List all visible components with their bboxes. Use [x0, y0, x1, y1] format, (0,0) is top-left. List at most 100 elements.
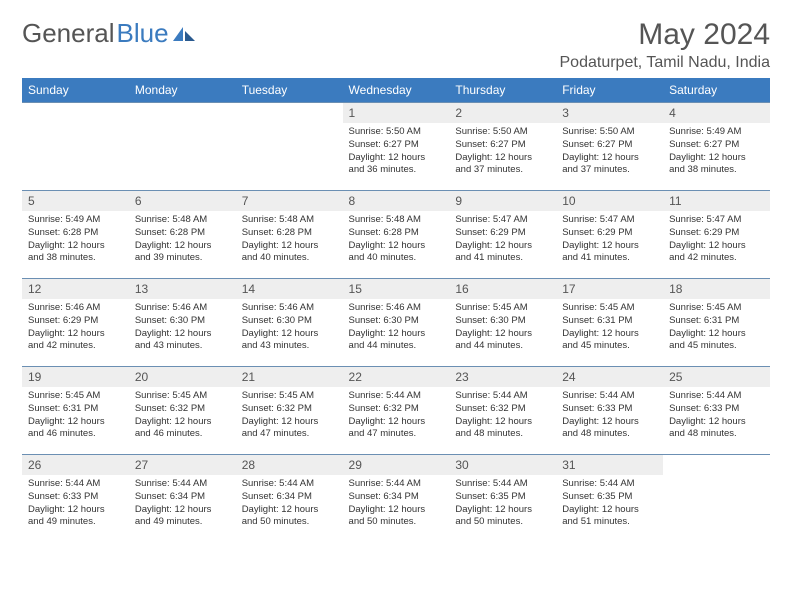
sunset-text: Sunset: 6:34 PM	[349, 491, 444, 504]
calendar-day-cell: 23Sunrise: 5:44 AMSunset: 6:32 PMDayligh…	[449, 366, 556, 454]
day-number: 13	[129, 278, 236, 299]
sunrise-text: Sunrise: 5:45 AM	[669, 302, 764, 315]
daylight-text: Daylight: 12 hours and 50 minutes.	[455, 504, 550, 530]
day-info: Sunrise: 5:46 AMSunset: 6:30 PMDaylight:…	[343, 299, 450, 359]
daylight-text: Daylight: 12 hours and 44 minutes.	[455, 328, 550, 354]
calendar-day-cell: 31Sunrise: 5:44 AMSunset: 6:35 PMDayligh…	[556, 454, 663, 542]
sunset-text: Sunset: 6:31 PM	[669, 315, 764, 328]
sunrise-text: Sunrise: 5:45 AM	[242, 390, 337, 403]
sunrise-text: Sunrise: 5:44 AM	[455, 478, 550, 491]
day-number: 5	[22, 190, 129, 211]
day-info: Sunrise: 5:44 AMSunset: 6:35 PMDaylight:…	[556, 475, 663, 535]
sunset-text: Sunset: 6:35 PM	[562, 491, 657, 504]
dayname-saturday: Saturday	[663, 78, 770, 102]
calendar-page: GeneralBlue May 2024 Podaturpet, Tamil N…	[0, 0, 792, 560]
day-number: 16	[449, 278, 556, 299]
sunrise-text: Sunrise: 5:45 AM	[135, 390, 230, 403]
sunrise-text: Sunrise: 5:49 AM	[669, 126, 764, 139]
sunset-text: Sunset: 6:32 PM	[242, 403, 337, 416]
daylight-text: Daylight: 12 hours and 51 minutes.	[562, 504, 657, 530]
daylight-text: Daylight: 12 hours and 48 minutes.	[455, 416, 550, 442]
calendar-week-row: 5Sunrise: 5:49 AMSunset: 6:28 PMDaylight…	[22, 190, 770, 278]
day-number	[663, 454, 770, 475]
calendar-week-row: 12Sunrise: 5:46 AMSunset: 6:29 PMDayligh…	[22, 278, 770, 366]
sunrise-text: Sunrise: 5:50 AM	[562, 126, 657, 139]
day-info: Sunrise: 5:44 AMSunset: 6:33 PMDaylight:…	[556, 387, 663, 447]
sunset-text: Sunset: 6:32 PM	[455, 403, 550, 416]
page-header: GeneralBlue May 2024 Podaturpet, Tamil N…	[22, 18, 770, 72]
sunrise-text: Sunrise: 5:46 AM	[242, 302, 337, 315]
daylight-text: Daylight: 12 hours and 47 minutes.	[242, 416, 337, 442]
calendar-day-cell	[663, 454, 770, 542]
calendar-week-row: 19Sunrise: 5:45 AMSunset: 6:31 PMDayligh…	[22, 366, 770, 454]
daylight-text: Daylight: 12 hours and 46 minutes.	[135, 416, 230, 442]
calendar-day-cell: 19Sunrise: 5:45 AMSunset: 6:31 PMDayligh…	[22, 366, 129, 454]
day-info: Sunrise: 5:46 AMSunset: 6:30 PMDaylight:…	[129, 299, 236, 359]
sunrise-text: Sunrise: 5:44 AM	[349, 478, 444, 491]
calendar-day-cell: 17Sunrise: 5:45 AMSunset: 6:31 PMDayligh…	[556, 278, 663, 366]
day-info: Sunrise: 5:44 AMSunset: 6:32 PMDaylight:…	[449, 387, 556, 447]
day-info: Sunrise: 5:48 AMSunset: 6:28 PMDaylight:…	[343, 211, 450, 271]
daylight-text: Daylight: 12 hours and 38 minutes.	[28, 240, 123, 266]
calendar-day-cell: 27Sunrise: 5:44 AMSunset: 6:34 PMDayligh…	[129, 454, 236, 542]
day-number: 30	[449, 454, 556, 475]
daylight-text: Daylight: 12 hours and 43 minutes.	[135, 328, 230, 354]
day-info: Sunrise: 5:45 AMSunset: 6:32 PMDaylight:…	[236, 387, 343, 447]
dayname-thursday: Thursday	[449, 78, 556, 102]
daylight-text: Daylight: 12 hours and 48 minutes.	[669, 416, 764, 442]
sunset-text: Sunset: 6:30 PM	[455, 315, 550, 328]
calendar-day-cell: 21Sunrise: 5:45 AMSunset: 6:32 PMDayligh…	[236, 366, 343, 454]
daylight-text: Daylight: 12 hours and 40 minutes.	[349, 240, 444, 266]
day-number: 2	[449, 102, 556, 123]
calendar-day-cell: 29Sunrise: 5:44 AMSunset: 6:34 PMDayligh…	[343, 454, 450, 542]
daylight-text: Daylight: 12 hours and 49 minutes.	[28, 504, 123, 530]
calendar-table: Sunday Monday Tuesday Wednesday Thursday…	[22, 78, 770, 542]
day-number: 23	[449, 366, 556, 387]
calendar-body: 1Sunrise: 5:50 AMSunset: 6:27 PMDaylight…	[22, 102, 770, 542]
sunset-text: Sunset: 6:28 PM	[135, 227, 230, 240]
calendar-day-cell	[22, 102, 129, 190]
calendar-day-cell: 22Sunrise: 5:44 AMSunset: 6:32 PMDayligh…	[343, 366, 450, 454]
title-block: May 2024 Podaturpet, Tamil Nadu, India	[560, 18, 771, 72]
calendar-day-cell: 28Sunrise: 5:44 AMSunset: 6:34 PMDayligh…	[236, 454, 343, 542]
day-number: 11	[663, 190, 770, 211]
calendar-day-cell: 9Sunrise: 5:47 AMSunset: 6:29 PMDaylight…	[449, 190, 556, 278]
day-number	[129, 102, 236, 123]
day-number: 19	[22, 366, 129, 387]
sunset-text: Sunset: 6:27 PM	[669, 139, 764, 152]
day-number: 4	[663, 102, 770, 123]
calendar-day-cell: 15Sunrise: 5:46 AMSunset: 6:30 PMDayligh…	[343, 278, 450, 366]
sunset-text: Sunset: 6:34 PM	[242, 491, 337, 504]
calendar-day-cell	[129, 102, 236, 190]
calendar-day-cell: 26Sunrise: 5:44 AMSunset: 6:33 PMDayligh…	[22, 454, 129, 542]
day-info: Sunrise: 5:45 AMSunset: 6:30 PMDaylight:…	[449, 299, 556, 359]
day-number: 12	[22, 278, 129, 299]
daylight-text: Daylight: 12 hours and 37 minutes.	[455, 152, 550, 178]
sunset-text: Sunset: 6:29 PM	[562, 227, 657, 240]
daylight-text: Daylight: 12 hours and 40 minutes.	[242, 240, 337, 266]
calendar-day-cell: 4Sunrise: 5:49 AMSunset: 6:27 PMDaylight…	[663, 102, 770, 190]
day-number	[236, 102, 343, 123]
sunrise-text: Sunrise: 5:50 AM	[349, 126, 444, 139]
day-info: Sunrise: 5:44 AMSunset: 6:34 PMDaylight:…	[236, 475, 343, 535]
day-number: 29	[343, 454, 450, 475]
sunrise-text: Sunrise: 5:50 AM	[455, 126, 550, 139]
sunset-text: Sunset: 6:32 PM	[135, 403, 230, 416]
sunrise-text: Sunrise: 5:46 AM	[135, 302, 230, 315]
sunset-text: Sunset: 6:33 PM	[28, 491, 123, 504]
day-info: Sunrise: 5:44 AMSunset: 6:33 PMDaylight:…	[22, 475, 129, 535]
daylight-text: Daylight: 12 hours and 42 minutes.	[669, 240, 764, 266]
calendar-day-cell: 25Sunrise: 5:44 AMSunset: 6:33 PMDayligh…	[663, 366, 770, 454]
daylight-text: Daylight: 12 hours and 37 minutes.	[562, 152, 657, 178]
day-info: Sunrise: 5:44 AMSunset: 6:34 PMDaylight:…	[129, 475, 236, 535]
calendar-day-cell: 14Sunrise: 5:46 AMSunset: 6:30 PMDayligh…	[236, 278, 343, 366]
day-info: Sunrise: 5:48 AMSunset: 6:28 PMDaylight:…	[129, 211, 236, 271]
day-number: 10	[556, 190, 663, 211]
sunrise-text: Sunrise: 5:46 AM	[28, 302, 123, 315]
sunrise-text: Sunrise: 5:45 AM	[455, 302, 550, 315]
sunset-text: Sunset: 6:27 PM	[455, 139, 550, 152]
day-info: Sunrise: 5:44 AMSunset: 6:34 PMDaylight:…	[343, 475, 450, 535]
sunset-text: Sunset: 6:27 PM	[562, 139, 657, 152]
day-number: 6	[129, 190, 236, 211]
sunrise-text: Sunrise: 5:44 AM	[135, 478, 230, 491]
